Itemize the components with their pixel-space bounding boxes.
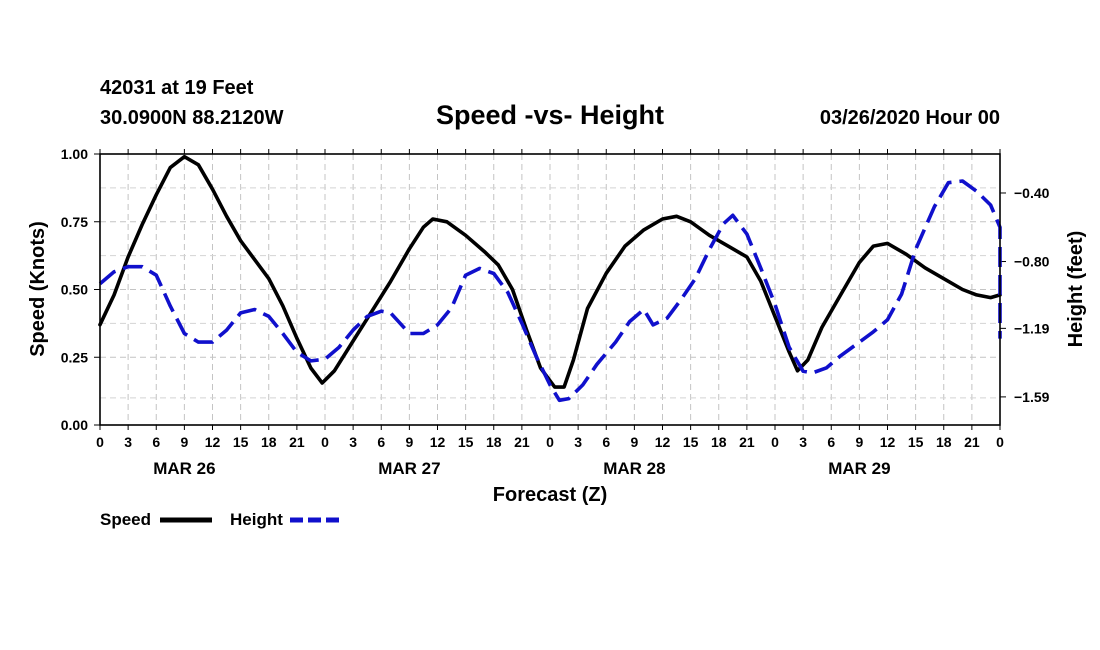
x-tick-label: 15 xyxy=(683,434,699,450)
x-axis: 0 3 6 9 12 15 18 21 0 3 6 9 12 15 18 21 0 3 6 9 12 15 18 21 0 3 6 9… xyxy=(96,149,1004,478)
x-tick-label: 6 xyxy=(152,434,160,450)
left-tick-label: 0.25 xyxy=(61,349,88,365)
right-tick-label: −1.59 xyxy=(1014,389,1050,405)
x-tick-label: 21 xyxy=(739,434,755,450)
station-label: 42031 at 19 Feet xyxy=(100,77,254,99)
legend-speed-label: Speed xyxy=(100,510,151,529)
x-tick-label: 6 xyxy=(602,434,610,450)
datetime-label: 03/26/2020 Hour 00 xyxy=(820,107,1000,129)
x-tick-label: 9 xyxy=(180,434,188,450)
x-tick-label: 9 xyxy=(630,434,638,450)
x-tick-label: 3 xyxy=(574,434,582,450)
x-tick-label: 15 xyxy=(233,434,249,450)
right-tick-label: −0.80 xyxy=(1014,254,1050,270)
x-tick-label: 15 xyxy=(458,434,474,450)
series-line-speed xyxy=(98,154,1002,389)
x-tick-label: 12 xyxy=(205,434,221,450)
x-tick-label: 6 xyxy=(827,434,835,450)
x-tick-label: 21 xyxy=(964,434,980,450)
left-axis: 0.00 0.25 0.50 0.75 1.00 xyxy=(61,146,100,433)
x-day-label: MAR 29 xyxy=(828,459,890,478)
x-tick-label: 18 xyxy=(486,434,502,450)
x-tick-label: 0 xyxy=(321,434,329,450)
x-tick-label: 18 xyxy=(711,434,727,450)
left-tick-label: 1.00 xyxy=(61,146,88,162)
x-tick-label: 3 xyxy=(124,434,132,450)
x-tick-label: 0 xyxy=(996,434,1004,450)
left-tick-label: 0.00 xyxy=(61,417,88,433)
x-tick-label: 3 xyxy=(799,434,807,450)
right-axis-label: Height (feet) xyxy=(1065,231,1087,348)
right-axis: −0.40 −0.80 −1.19 −1.59 xyxy=(1000,185,1050,405)
x-tick-label: 0 xyxy=(96,434,104,450)
x-tick-label: 9 xyxy=(405,434,413,450)
x-tick-label: 9 xyxy=(855,434,863,450)
x-day-label: MAR 28 xyxy=(603,459,665,478)
plot-frame xyxy=(99,153,1001,426)
x-tick-label: 15 xyxy=(908,434,924,450)
x-tick-label: 6 xyxy=(377,434,385,450)
x-tick-label: 21 xyxy=(514,434,530,450)
location-label: 30.0900N 88.2120W xyxy=(100,107,284,129)
x-axis-label: Forecast (Z) xyxy=(493,484,607,506)
chart-title: Speed -vs- Height xyxy=(436,100,664,130)
legend-height-label: Height xyxy=(230,510,283,529)
x-tick-label: 12 xyxy=(655,434,671,450)
series-layer xyxy=(98,154,1002,403)
left-axis-label: Speed (Knots) xyxy=(27,221,49,357)
x-tick-label: 21 xyxy=(289,434,305,450)
left-tick-label: 0.75 xyxy=(61,214,88,230)
x-tick-label: 3 xyxy=(349,434,357,450)
grid xyxy=(100,154,1000,425)
x-tick-label: 0 xyxy=(771,434,779,450)
x-day-label: MAR 26 xyxy=(153,459,215,478)
right-tick-label: −1.19 xyxy=(1014,320,1050,336)
left-tick-label: 0.50 xyxy=(61,282,88,298)
x-tick-label: 18 xyxy=(261,434,277,450)
series-line-height xyxy=(98,179,1002,403)
x-day-label: MAR 27 xyxy=(378,459,440,478)
right-tick-label: −0.40 xyxy=(1014,185,1050,201)
legend: Speed Height xyxy=(100,510,342,529)
x-tick-label: 18 xyxy=(936,434,952,450)
x-tick-label: 0 xyxy=(546,434,554,450)
x-tick-label: 12 xyxy=(430,434,446,450)
x-tick-label: 12 xyxy=(880,434,896,450)
